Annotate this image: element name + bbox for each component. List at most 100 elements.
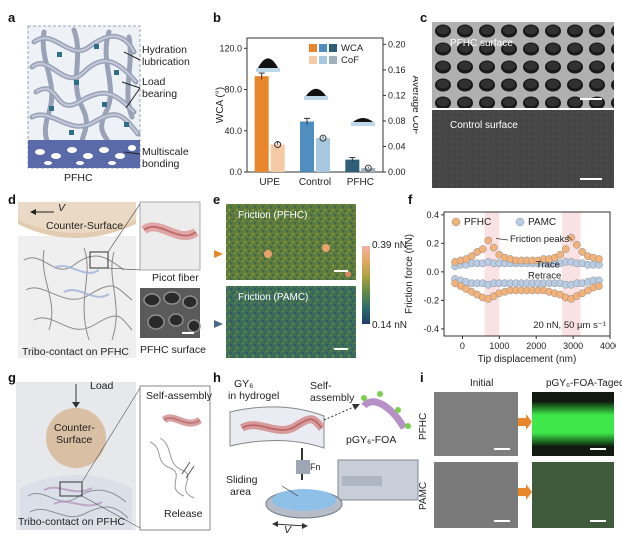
annotation-arrow bbox=[567, 235, 573, 241]
friction-force-chart: -0.4 -0.2 0.0 0.2 0.4 0 1000 2000 3000 4000 PFHC PA… bbox=[404, 210, 620, 365]
point-pfhc-trace bbox=[595, 255, 603, 263]
x-tick-label: 0 bbox=[460, 341, 465, 351]
pfhc-surface-inset-label: PFHC surface bbox=[140, 344, 206, 356]
cof-marker bbox=[364, 164, 372, 172]
right-arrow-icon bbox=[518, 484, 532, 500]
y-tick-label-left: 40.0 bbox=[224, 126, 242, 136]
blue-arrow-icon bbox=[214, 320, 223, 328]
afm-friction-map-pamc: Friction (PAMC) bbox=[226, 286, 356, 358]
tagged-pfhc-fluorescence-image bbox=[532, 392, 614, 456]
gy6-label: GY₆ bbox=[234, 378, 254, 390]
load-label: Load bbox=[90, 380, 114, 392]
trace-label: Trace bbox=[536, 260, 560, 271]
y-axis-label: Friction force (nN) bbox=[404, 234, 415, 314]
friction-pfhc-label: Friction (PFHC) bbox=[238, 210, 308, 221]
bar-wca-pfhc bbox=[345, 159, 360, 172]
bar-wca-control bbox=[300, 121, 314, 172]
legend-label: WCA bbox=[341, 43, 364, 54]
panel-label-d: d bbox=[8, 192, 16, 207]
y-tick-label-left: 120.0 bbox=[219, 43, 242, 53]
friction-pamc-label: Friction (PAMC) bbox=[238, 292, 309, 303]
tribo-contact-caption: Tribo-contact on PFHC bbox=[18, 516, 125, 528]
y-tick-label: 0.0 bbox=[426, 267, 439, 277]
panel-label-a: a bbox=[8, 10, 16, 25]
bar-cof-control bbox=[316, 138, 330, 172]
y-tick-label-right: 0.04 bbox=[388, 141, 406, 151]
highlight-band bbox=[562, 212, 581, 336]
panel-a: Hydration lubrication Load bearing Multi… bbox=[14, 22, 214, 192]
condition-label: 20 nN, 50 µm s⁻¹ bbox=[533, 320, 606, 331]
friction-colorbar bbox=[362, 246, 370, 324]
sliding-area-label-1: Sliding bbox=[226, 474, 258, 486]
initial-pamc-image bbox=[434, 462, 518, 528]
water-droplet-icon bbox=[353, 118, 373, 122]
bar-cof-upe bbox=[270, 144, 285, 172]
panel-label-g: g bbox=[8, 370, 16, 385]
point-pfhc-trace bbox=[556, 250, 565, 259]
annotation-arrow bbox=[495, 238, 509, 241]
cof-marker bbox=[319, 134, 327, 142]
scale-bar bbox=[590, 520, 606, 522]
y-axis-label-left: WCA (°) bbox=[215, 87, 226, 123]
y-tick-label-left: 0.0 bbox=[229, 167, 242, 177]
panel-f: -0.4 -0.2 0.0 0.2 0.4 0 1000 2000 3000 4000 PFHC PA… bbox=[404, 196, 620, 366]
micrograph-label-pfhc-surface: PFHC surface bbox=[450, 38, 513, 49]
scale-bar bbox=[580, 98, 602, 100]
legend-swatch bbox=[329, 44, 337, 52]
y-axis-label-right: Average CoF bbox=[410, 76, 418, 135]
x-tick-label: 1000 bbox=[489, 341, 509, 351]
substrate-icon bbox=[304, 96, 328, 100]
self-assembly-label-2: assembly bbox=[310, 392, 355, 404]
pfhc-schematic-illustration bbox=[27, 25, 141, 169]
column-label-initial: Initial bbox=[470, 378, 494, 389]
annotation-hydration-lubrication: Hydration lubrication bbox=[142, 44, 190, 68]
x-tick-label: PFHC bbox=[347, 177, 374, 188]
scale-bar bbox=[580, 178, 602, 180]
tribo-contact-schematic bbox=[18, 201, 201, 358]
legend-marker-pamc bbox=[515, 217, 525, 227]
legend-swatch bbox=[319, 56, 327, 64]
pgy6-foa-label: pGY₆-FOA bbox=[346, 434, 397, 446]
in-hydrogel-label: in hydrogel bbox=[228, 390, 280, 402]
sliding-area-label-2: area bbox=[230, 486, 252, 498]
point-pfhc-trace bbox=[572, 240, 581, 249]
legend-marker-pfhc bbox=[451, 217, 461, 227]
panel-label-e: e bbox=[213, 192, 221, 207]
y-tick-label-right: 0.08 bbox=[388, 116, 406, 126]
water-droplet-icon bbox=[306, 88, 326, 96]
tagged-pamc-fluorescence-image bbox=[532, 462, 614, 528]
panel-g: Load Counter- Surface Self-assembly Rele… bbox=[14, 378, 214, 536]
release-label: Release bbox=[164, 508, 203, 520]
point-pfhc-retrace bbox=[595, 282, 603, 290]
y-tick-label: 0.2 bbox=[426, 238, 439, 248]
transition-arrows bbox=[518, 414, 532, 500]
plot-frame bbox=[443, 211, 611, 337]
legend-swatch bbox=[329, 56, 337, 64]
x-tick-label: Control bbox=[299, 177, 331, 188]
scale-bar bbox=[334, 348, 348, 350]
legend-label-pamc: PAMC bbox=[528, 217, 556, 228]
water-droplet-icon bbox=[258, 58, 278, 68]
point-pfhc-trace bbox=[561, 245, 570, 253]
afm-row-arrows bbox=[214, 250, 223, 328]
y-tick-label-right: 0.20 bbox=[388, 39, 406, 49]
colorbar-min-label: 0.14 nN bbox=[372, 320, 408, 331]
annotation-multiscale-bonding: Multiscale bonding bbox=[142, 146, 189, 170]
self-assembly-label-1: Self- bbox=[310, 380, 332, 392]
point-pfhc-trace bbox=[467, 252, 476, 261]
x-tick-label: 2000 bbox=[526, 341, 546, 351]
y-tick-label: -0.4 bbox=[423, 324, 439, 334]
orange-arrow-icon bbox=[214, 250, 223, 258]
velocity-label: V bbox=[284, 524, 292, 536]
control-surface-micrograph: Control surface bbox=[432, 110, 614, 188]
scale-bar bbox=[334, 270, 348, 272]
row-label-pfhc: PFHC bbox=[418, 412, 429, 440]
panel-label-h: h bbox=[213, 370, 221, 385]
counter-surface-label-2: Surface bbox=[56, 434, 93, 446]
x-tick-label: 4000 bbox=[600, 341, 616, 351]
scale-bar bbox=[590, 448, 606, 450]
tribometer-schematic bbox=[229, 391, 419, 529]
x-tick-label: 3000 bbox=[563, 341, 583, 351]
plot-frame bbox=[246, 37, 384, 173]
row-label-pamc: PAMC bbox=[418, 481, 429, 510]
